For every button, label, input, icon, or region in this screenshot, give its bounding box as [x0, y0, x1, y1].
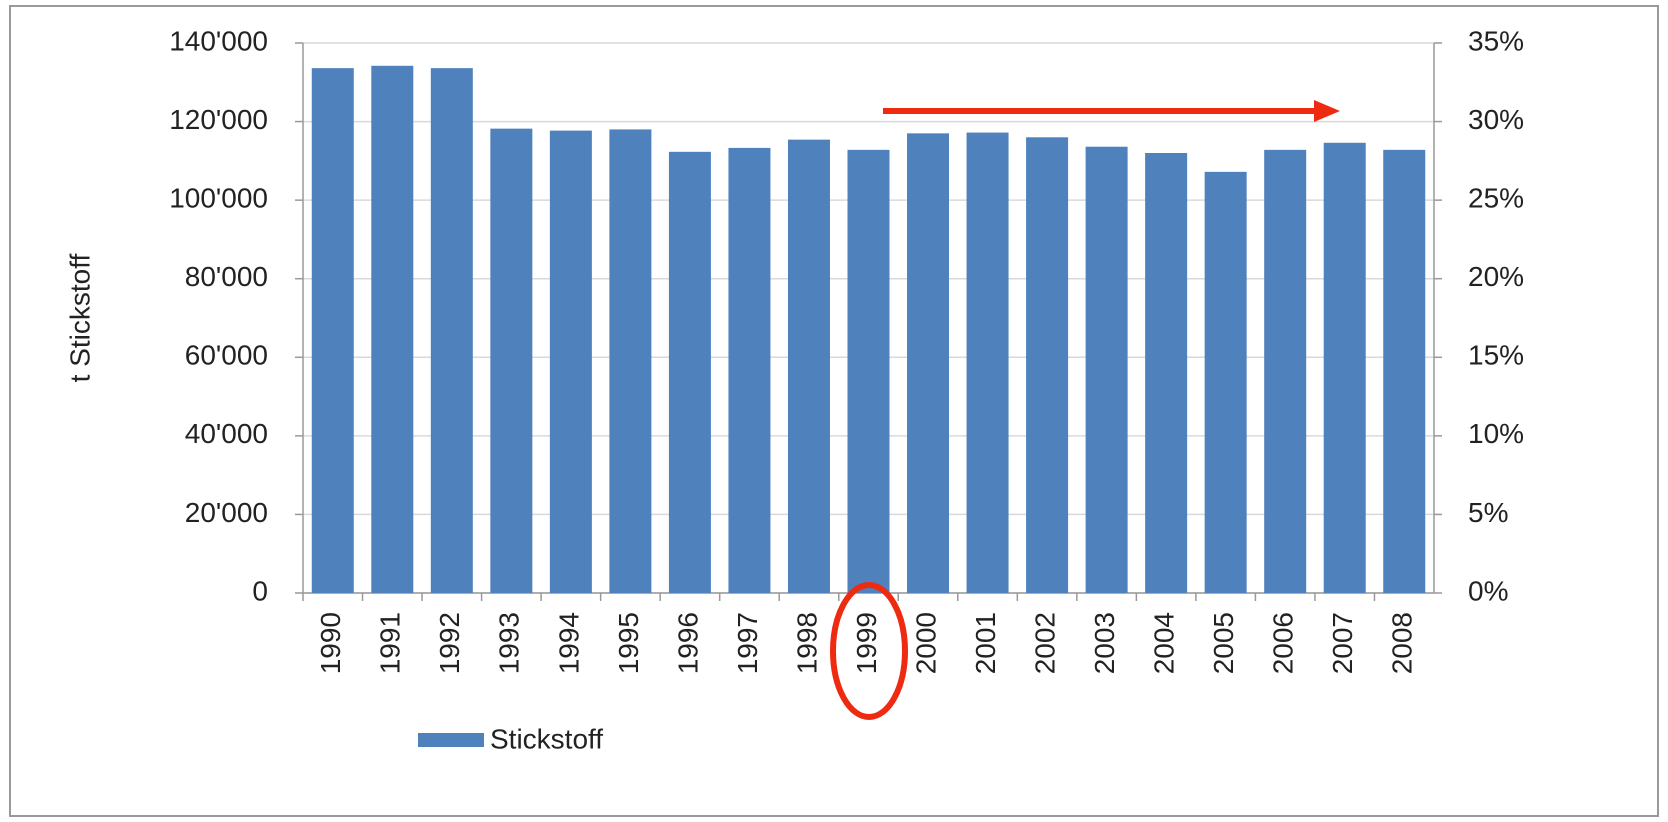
- y-tick-label: 120'000: [169, 104, 268, 135]
- x-tick-label: 2004: [1149, 612, 1180, 674]
- x-tick-label: 1991: [375, 612, 406, 674]
- y-tick-label: 80'000: [185, 261, 268, 292]
- x-tick-label: 1999: [851, 612, 882, 674]
- bar: [430, 68, 473, 593]
- y-tick-label: 0: [252, 575, 268, 606]
- y-tick-label: 40'000: [185, 418, 268, 449]
- x-tick-label: 1997: [732, 612, 763, 674]
- x-tick-label: 2008: [1387, 612, 1418, 674]
- x-tick-label: 1993: [494, 612, 525, 674]
- x-tick-label: 1994: [553, 612, 584, 674]
- y-tick-label: 20'000: [185, 497, 268, 528]
- bar: [1145, 153, 1188, 593]
- x-tick-label: 1995: [613, 612, 644, 674]
- y-axis-label: t Stickstoff: [64, 253, 95, 382]
- y-tick-label: 60'000: [185, 340, 268, 371]
- bar: [1264, 149, 1307, 593]
- x-tick-label: 2003: [1089, 612, 1120, 674]
- y2-tick-label: 25%: [1468, 183, 1524, 214]
- y2-tick-label: 10%: [1468, 418, 1524, 449]
- x-tick-label: 1992: [434, 612, 465, 674]
- bar: [490, 128, 533, 593]
- bar: [787, 139, 830, 593]
- bar: [1383, 149, 1426, 593]
- y2-tick-label: 30%: [1468, 104, 1524, 135]
- y2-tick-label: 5%: [1468, 497, 1508, 528]
- y-tick-label: 100'000: [169, 183, 268, 214]
- y-tick-label: 140'000: [169, 25, 268, 56]
- y2-tick-label: 20%: [1468, 261, 1524, 292]
- x-tick-label: 1998: [791, 612, 822, 674]
- x-tick-label: 2000: [910, 612, 941, 674]
- y2-tick-label: 35%: [1468, 25, 1524, 56]
- bar: [668, 151, 711, 594]
- x-tick-label: 2007: [1327, 612, 1358, 674]
- x-tick-label: 2005: [1208, 612, 1239, 674]
- x-tick-label: 1990: [315, 612, 346, 674]
- bar: [609, 129, 652, 593]
- bar: [1204, 171, 1247, 593]
- legend-label: Stickstoff: [490, 723, 603, 754]
- y2-tick-label: 0%: [1468, 575, 1508, 606]
- x-tick-label: 1996: [672, 612, 703, 674]
- x-tick-label: 2002: [1029, 612, 1060, 674]
- bar: [549, 130, 592, 593]
- y2-tick-label: 15%: [1468, 340, 1524, 371]
- bar: [966, 132, 1009, 594]
- bar: [728, 147, 771, 593]
- bar: [1085, 146, 1128, 593]
- bar: [1026, 137, 1069, 594]
- bar: [1323, 142, 1366, 594]
- bar: [371, 65, 414, 594]
- annotation-circle: [830, 582, 908, 720]
- annotation-arrowhead: [1314, 100, 1340, 122]
- legend-swatch: [418, 733, 484, 747]
- x-tick-label: 2001: [970, 612, 1001, 674]
- bar: [847, 149, 890, 593]
- bar: [311, 68, 354, 593]
- x-tick-label: 2006: [1268, 612, 1299, 674]
- bar: [907, 133, 950, 593]
